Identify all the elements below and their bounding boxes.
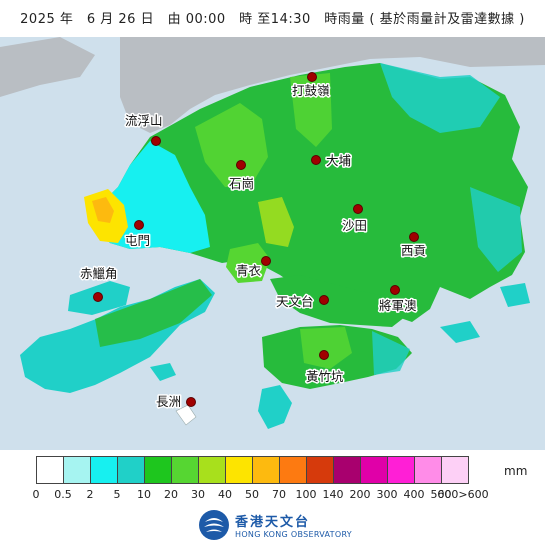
nt-cyan-east	[380, 63, 500, 133]
nt-cyan-east-2	[470, 187, 522, 272]
hko-logo[interactable]: 香港天文台 HONG KONG OBSERVATORY	[199, 510, 352, 540]
legend-tick-label: 0.5	[54, 488, 72, 501]
rainfall-legend	[36, 456, 469, 484]
tsing-yi	[226, 243, 270, 283]
legend-swatch	[36, 456, 64, 484]
svg-text:屯門: 屯門	[125, 233, 150, 248]
map-title: 2025 年 6 月 26 日 由 00:00 時 至14:30 時雨量 ( 基…	[20, 12, 525, 27]
legend-swatches	[36, 456, 469, 484]
legend-tick-label: 50	[245, 488, 259, 501]
legend-tick-label: 100	[295, 488, 317, 501]
svg-text:西貢: 西貢	[401, 243, 426, 258]
legend-swatch	[225, 456, 253, 484]
cheung-chau	[175, 404, 197, 426]
station-sha-tin[interactable]: 沙田	[341, 204, 369, 235]
svg-text:石崗: 石崗	[229, 176, 254, 191]
legend-tick-label: 300	[376, 488, 398, 501]
small-islands	[150, 283, 530, 381]
legend-unit: mm	[504, 464, 528, 478]
legend-swatch	[387, 456, 415, 484]
legend-tick-label: 500	[430, 488, 452, 501]
station-cheung-chau[interactable]: 長洲	[155, 393, 196, 411]
lantau-green	[95, 279, 212, 347]
shenzhen-land	[120, 37, 545, 133]
svg-text:黃竹坑: 黃竹坑	[306, 369, 344, 384]
legend-swatch	[117, 456, 145, 484]
legend-swatch	[90, 456, 118, 484]
shenzhen-west	[0, 37, 95, 97]
legend-swatch	[171, 456, 199, 484]
legend-tick-label: 70	[272, 488, 286, 501]
station-wong-chuk-hang[interactable]: 黃竹坑	[305, 350, 346, 386]
legend-swatch	[306, 456, 334, 484]
station-chek-lap-kok[interactable]: 赤鱲角	[79, 265, 119, 302]
svg-text:打鼓嶺: 打鼓嶺	[292, 83, 330, 98]
legend-tick-label: 30	[191, 488, 205, 501]
station-ta-kwu-ling[interactable]: 打鼓嶺	[291, 72, 332, 100]
legend-swatch	[333, 456, 361, 484]
legend-swatch	[144, 456, 172, 484]
nt-light-green	[195, 103, 268, 187]
svg-text:青衣: 青衣	[236, 263, 262, 278]
legend-swatch	[414, 456, 442, 484]
legend-tick-label: 140	[322, 488, 344, 501]
legend-tick-label: 5	[113, 488, 121, 501]
svg-text:赤鱲角: 赤鱲角	[80, 266, 118, 281]
hk-island-cyan	[372, 331, 410, 375]
legend-swatch	[252, 456, 280, 484]
station-observatory[interactable]: 天文台	[275, 293, 329, 311]
kowloon	[270, 275, 410, 327]
logo-english-name: HONG KONG OBSERVATORY	[235, 530, 352, 539]
nt-light-green-2	[290, 73, 332, 147]
svg-text:沙田: 沙田	[342, 218, 367, 233]
legend-swatch	[279, 456, 307, 484]
station-lau-fau-shan[interactable]: 流浮山	[124, 112, 164, 146]
legend-tick-label: 600>600	[437, 488, 489, 501]
hko-emblem-icon	[199, 510, 229, 540]
tuen-mun-orange	[92, 197, 114, 223]
svg-text:將軍澳: 將軍澳	[379, 298, 417, 313]
svg-text:流浮山: 流浮山	[125, 113, 163, 128]
logo-chinese-name: 香港天文台	[235, 515, 311, 530]
rainfall-map: 打鼓嶺 流浮山 大埔 石崗 沙田 屯門 西貢 青衣	[0, 37, 545, 450]
legend-tick-label: 400	[403, 488, 425, 501]
legend-swatch	[441, 456, 469, 484]
svg-text:天文台: 天文台	[276, 294, 314, 309]
hk-island-lightgreen	[300, 327, 352, 369]
legend-tick-label: 0	[32, 488, 40, 501]
legend-tick-label: 20	[164, 488, 178, 501]
legend-swatch	[360, 456, 388, 484]
station-tuen-mun[interactable]: 屯門	[124, 220, 152, 250]
legend-tick-label: 2	[86, 488, 94, 501]
legend-swatch	[63, 456, 91, 484]
legend-swatch	[198, 456, 226, 484]
station-shek-kong[interactable]: 石崗	[228, 160, 256, 193]
legend-tick-label: 10	[137, 488, 151, 501]
legend-ticks: 0 0.5 2 5 10 20 30 40 50 70 100 140 200 300 400 500 600>…	[0, 488, 545, 504]
station-markers: 打鼓嶺 流浮山 大埔 石崗 沙田 屯門 西貢 青衣	[79, 72, 428, 411]
station-tai-po[interactable]: 大埔	[311, 152, 353, 170]
legend-tick-label: 200	[349, 488, 371, 501]
lamma-island	[258, 385, 292, 429]
svg-text:大埔: 大埔	[326, 153, 352, 168]
legend-tick-label: 40	[218, 488, 232, 501]
station-tseung-kwan-o[interactable]: 將軍澳	[378, 285, 419, 315]
station-tsing-yi[interactable]: 青衣	[235, 256, 271, 280]
svg-text:長洲: 長洲	[156, 394, 181, 409]
station-sai-kung[interactable]: 西貢	[400, 232, 428, 260]
nt-yellowgreen	[258, 197, 294, 247]
